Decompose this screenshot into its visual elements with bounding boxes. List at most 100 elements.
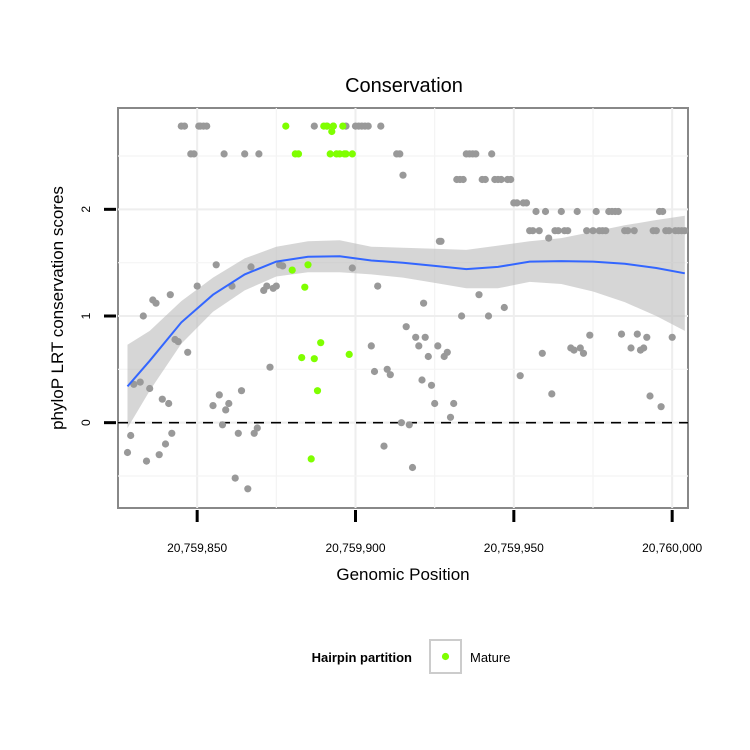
point-mature	[307, 455, 315, 463]
point	[364, 122, 372, 130]
point	[386, 371, 394, 379]
point	[541, 207, 550, 216]
point	[399, 171, 407, 179]
point	[576, 344, 584, 352]
point-mature	[313, 387, 322, 395]
point-mature	[301, 283, 309, 291]
point	[579, 349, 588, 357]
point	[142, 457, 151, 465]
point	[529, 227, 537, 235]
point	[481, 175, 489, 184]
point	[244, 485, 252, 493]
point	[538, 349, 546, 357]
point	[646, 392, 654, 400]
y-axis: 0 1 2	[79, 206, 116, 426]
point	[532, 207, 540, 216]
point	[522, 199, 531, 207]
point	[589, 227, 597, 235]
point-mature	[342, 150, 350, 158]
point	[348, 264, 356, 272]
point	[665, 227, 673, 235]
point	[475, 291, 483, 299]
point	[415, 342, 423, 350]
point	[446, 413, 455, 421]
point	[535, 227, 543, 235]
point-mature	[317, 339, 325, 347]
smooth-line	[126, 255, 685, 388]
point	[513, 199, 521, 207]
point-mature	[339, 122, 347, 130]
point	[255, 150, 263, 158]
point	[237, 387, 246, 395]
legend-label-mature: Mature	[470, 650, 510, 665]
point	[602, 227, 610, 235]
point	[554, 227, 562, 235]
x-axis-title: Genomic Position	[336, 565, 469, 584]
confidence-ribbon	[127, 215, 685, 428]
point	[253, 424, 261, 432]
y-axis-title: phyloP LRT conservation scores	[48, 186, 67, 430]
point	[586, 331, 594, 339]
point	[458, 312, 466, 320]
point	[459, 175, 467, 184]
point	[627, 344, 635, 352]
point	[234, 429, 242, 437]
x-tick-label: 20,759,850	[167, 541, 227, 555]
point-mature	[323, 122, 331, 130]
point	[488, 150, 496, 158]
point	[421, 333, 429, 341]
point	[374, 282, 382, 290]
point	[127, 431, 135, 440]
point	[443, 348, 451, 356]
point-mature	[348, 150, 356, 158]
point	[564, 227, 572, 235]
point	[241, 150, 249, 158]
point	[624, 227, 632, 235]
point	[380, 442, 388, 450]
point-mature	[282, 122, 290, 130]
point	[310, 122, 318, 130]
point	[250, 429, 258, 437]
point	[617, 330, 626, 338]
point	[212, 261, 220, 269]
point	[136, 378, 144, 386]
point	[427, 381, 436, 389]
point	[472, 150, 480, 158]
point	[657, 403, 665, 411]
point-mature	[288, 266, 296, 274]
point	[643, 333, 651, 341]
legend-key-mature	[441, 652, 450, 661]
legend-title: Hairpin partition	[312, 650, 412, 665]
point	[583, 227, 591, 235]
legend: Hairpin partition Mature	[312, 639, 510, 674]
x-tick-label: 20,759,900	[325, 541, 385, 555]
point	[570, 346, 578, 354]
point	[203, 122, 211, 130]
point-mature	[328, 127, 336, 136]
plot-panel	[117, 107, 689, 509]
point	[396, 150, 404, 158]
data-points	[123, 122, 689, 493]
point	[431, 399, 439, 408]
point	[557, 207, 565, 216]
point	[633, 330, 641, 338]
point	[247, 263, 255, 271]
point	[155, 451, 163, 459]
point	[659, 207, 667, 216]
y-tick-label: 2	[79, 206, 93, 213]
point	[168, 429, 176, 437]
point	[165, 399, 173, 408]
point	[383, 365, 391, 373]
point	[215, 391, 223, 399]
point	[370, 367, 379, 376]
point-mature	[304, 261, 312, 269]
point-mature	[298, 354, 306, 362]
point	[418, 376, 426, 384]
point	[652, 227, 660, 235]
point	[484, 312, 493, 320]
point	[592, 207, 600, 216]
x-tick-label: 20,760,000	[642, 541, 702, 555]
point	[218, 421, 227, 429]
point	[367, 342, 375, 350]
